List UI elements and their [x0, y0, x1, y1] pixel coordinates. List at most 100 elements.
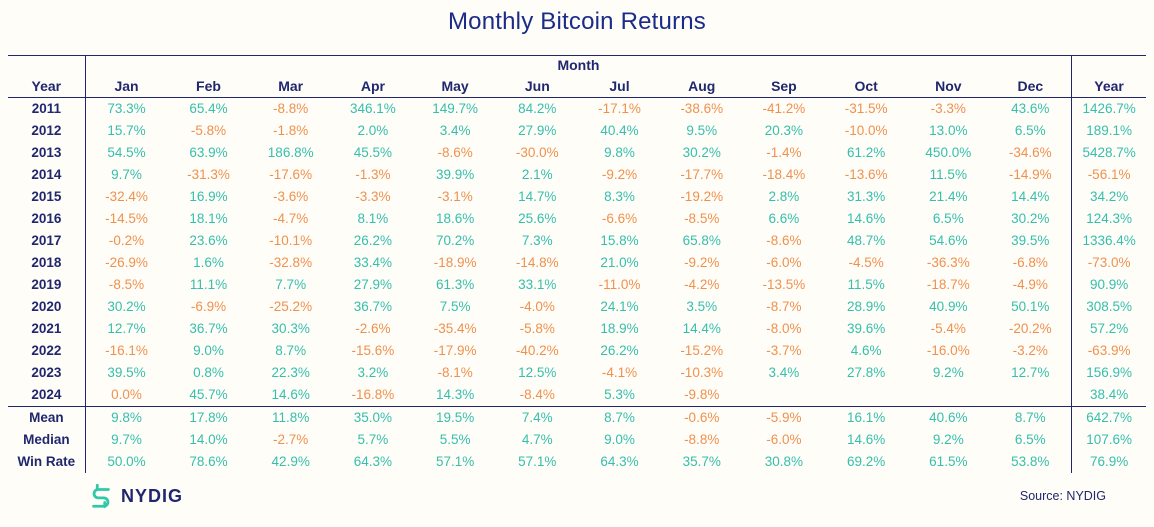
return-cell: 3.4% [439, 123, 471, 138]
return-cell: -40.2% [515, 343, 559, 358]
return-cell: -34.6% [1008, 145, 1052, 160]
return-cell: -3.1% [437, 189, 473, 204]
row-label: 2017 [31, 233, 62, 248]
table-row: 2015 -32.4% 16.9% -3.6% -3.3% -3.1% 14.7% 8.3% -… [8, 186, 1146, 208]
return-cell: 17.8% [167, 406, 250, 429]
return-cell: -2.7% [273, 432, 309, 447]
return-cell: -8.8% [684, 432, 720, 447]
return-cell: 4.6% [850, 343, 882, 358]
page-footer: NYDIG Source: NYDIG [88, 483, 1106, 509]
return-cell: -38.6% [680, 101, 724, 116]
year-total-cell: 34.2% [1071, 186, 1146, 208]
row-label: Mean [8, 406, 86, 429]
return-cell: 11.5% [847, 277, 885, 292]
table-row: 2019 -8.5% 11.1% 7.7% 27.9% 61.3% 33.1% -11.0% -… [8, 274, 1146, 296]
return-cell: -14.9% [1008, 167, 1052, 182]
month-column-header: Sep [742, 75, 826, 98]
return-cell: 30.2% [682, 145, 721, 160]
return-cell: 30.8% [764, 454, 804, 469]
return-cell: -31.3% [187, 167, 230, 182]
return-cell: -3.7% [766, 343, 802, 358]
return-cell: 42.9% [271, 454, 310, 469]
return-cell: 6.5% [932, 211, 964, 226]
return-cell: 14.6% [271, 387, 310, 402]
return-cell: 14.3% [435, 387, 475, 402]
return-cell: 64.3% [353, 454, 393, 469]
return-cell: 84.2% [518, 101, 557, 116]
return-cell: 3.4% [768, 365, 800, 380]
return-cell: -8.4% [519, 387, 555, 402]
header-spacer [1071, 55, 1146, 75]
return-cell: 30.3% [271, 321, 310, 336]
year-total-cell: -56.1% [1071, 164, 1146, 186]
table-row: 2022 -16.1% 9.0% 8.7% -15.6% -17.9% -40.2% 26.2… [8, 340, 1146, 362]
nydig-logo-icon [92, 483, 110, 509]
return-cell: 8.3% [604, 189, 635, 204]
return-cell: 21.0% [600, 255, 639, 270]
return-cell: -8.7% [766, 299, 802, 314]
return-cell: 11.1% [189, 277, 228, 292]
table-row: 2020 30.2% -6.9% -25.2% 36.7% 7.5% -4.0% 24.1% 3… [8, 296, 1146, 318]
month-column-header: Nov [907, 75, 990, 98]
month-column-header: Mar [249, 75, 332, 98]
table-row: 2011 73.3% 65.4% -8.8% 346.1% 149.7% 84.2% -17.… [8, 97, 1146, 120]
return-cell: 9.2% [932, 365, 964, 380]
return-cell: 9.2% [932, 432, 964, 447]
return-cell: 8.7% [275, 343, 307, 358]
return-cell [825, 384, 907, 407]
return-cell: -6.9% [190, 299, 227, 314]
year-total-cell: 107.6% [1071, 429, 1146, 451]
header-spacer [8, 56, 85, 76]
return-cell: 33.1% [518, 277, 557, 292]
return-cell: 61.5% [929, 454, 968, 469]
return-cell: -8.0% [766, 321, 802, 336]
return-cell: 61.3% [435, 277, 475, 292]
row-label: 2021 [31, 321, 62, 336]
return-cell [907, 384, 989, 407]
year-total-cell: 1426.7% [1071, 97, 1146, 120]
return-cell: 31.3% [846, 189, 886, 204]
return-cell: 33.4% [353, 255, 393, 270]
source-note: Source: NYDIG [1019, 489, 1106, 503]
table-row: 2023 39.5% 0.8% 22.3% 3.2% -8.1% 12.5% -4.1% -10… [8, 362, 1146, 384]
return-cell: 7.3% [521, 233, 553, 248]
row-label: 2015 [31, 189, 62, 204]
return-cell: 40.4% [600, 123, 639, 138]
return-cell: 73.3% [84, 97, 168, 120]
return-cell: -32.8% [269, 255, 313, 270]
return-cell: -17.1% [598, 101, 641, 116]
return-cell: 50.1% [1011, 299, 1050, 314]
return-cell: 9.0% [604, 432, 635, 447]
return-cell: 19.5% [414, 406, 497, 429]
year-total-cell: 642.7% [1071, 406, 1146, 429]
return-cell: 2.8% [768, 189, 800, 204]
return-cell: -15.6% [351, 343, 395, 358]
return-cell: 40.9% [929, 299, 968, 314]
year-total-cell: 156.9% [1071, 362, 1146, 384]
return-cell: -8.6% [437, 145, 473, 160]
return-cell: -4.9% [1012, 277, 1048, 292]
return-cell: -0.2% [84, 230, 168, 252]
return-cell: 39.9% [435, 167, 475, 182]
return-cell: -18.7% [926, 277, 970, 292]
return-cell: 0.8% [193, 365, 224, 380]
return-cell: -11.0% [598, 277, 641, 292]
return-cell: 5.3% [604, 387, 635, 402]
return-cell: 39.5% [1011, 233, 1050, 248]
return-cell: 24.1% [600, 299, 639, 314]
return-cell: -4.2% [684, 277, 720, 292]
return-cell: 35.7% [682, 454, 721, 469]
row-label: 2020 [31, 299, 62, 314]
return-cell: 64.3% [600, 454, 639, 469]
return-cell: -13.5% [762, 277, 806, 292]
return-cell: 12.7% [1011, 365, 1050, 380]
return-cell: -4.5% [848, 255, 884, 270]
year-total-cell: 38.4% [1071, 384, 1146, 407]
table-row: Win Rate 50.0% 78.6% 42.9% 64.3% 57.1% 57.1% 64… [8, 451, 1146, 473]
month-column-header: Oct [825, 75, 908, 98]
return-cell: 16.9% [189, 189, 228, 204]
return-cell: 48.7% [846, 233, 886, 248]
return-cell: 14.6% [846, 432, 886, 447]
year-total-cell: 1336.4% [1071, 230, 1146, 252]
return-cell: -9.8% [684, 387, 720, 402]
